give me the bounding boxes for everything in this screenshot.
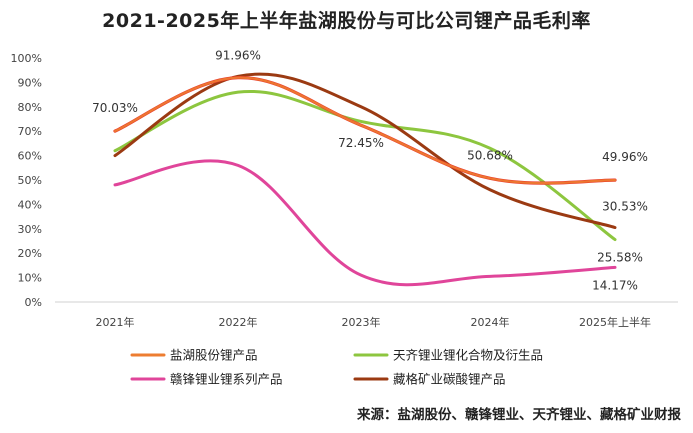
series-line <box>113 159 617 287</box>
legend-label: 天齐锂业锂化合物及衍生品 <box>393 348 543 363</box>
data-label: 49.96% <box>602 150 648 164</box>
y-tick-label: 70% <box>18 125 42 138</box>
series-line <box>113 72 617 230</box>
y-tick-label: 80% <box>18 101 42 114</box>
data-label: 91.96% <box>215 49 261 63</box>
x-tick-label: 2024年 <box>471 315 510 329</box>
y-tick-label: 0% <box>25 296 42 309</box>
y-tick-label: 50% <box>18 174 42 187</box>
legend-label: 藏格矿业碳酸锂产品 <box>393 372 506 387</box>
series-line <box>113 76 617 185</box>
x-tick-label: 2025年上半年 <box>579 315 651 329</box>
series-line <box>113 89 617 242</box>
series-line <box>113 76 617 185</box>
y-tick-label: 90% <box>18 76 42 89</box>
chart-title: 2021-2025年上半年盐湖股份与可比公司锂产品毛利率 <box>102 10 591 32</box>
y-tick-label: 10% <box>18 272 42 285</box>
data-label: 25.58% <box>597 251 643 265</box>
legend-label: 盐湖股份锂产品 <box>170 348 258 363</box>
y-tick-label: 30% <box>18 223 42 236</box>
x-tick-label: 2022年 <box>219 315 258 329</box>
legend-label: 赣锋锂业锂系列产品 <box>170 372 283 387</box>
data-label: 14.17% <box>592 278 638 292</box>
y-tick-label: 100% <box>11 52 42 65</box>
data-labels: 70.03% 91.96% 72.45% 50.68% 49.96% 25.58% 14.1… <box>92 49 648 293</box>
data-label: 70.03% <box>92 101 138 115</box>
data-label: 50.68% <box>467 148 513 162</box>
series-lines <box>113 72 617 287</box>
data-label: 30.53% <box>602 200 648 214</box>
source-note: 来源：盐湖股份、赣锋锂业、天齐锂业、藏格矿业财报 <box>357 407 681 423</box>
x-tick-label: 2023年 <box>342 315 381 329</box>
x-axis: 2021年 2022年 2023年 2024年 2025年上半年 <box>55 301 678 329</box>
data-label: 72.45% <box>338 136 384 150</box>
y-tick-label: 40% <box>18 198 42 211</box>
x-tick-label: 2021年 <box>96 315 135 329</box>
y-tick-label: 60% <box>18 150 42 163</box>
y-axis: 0% 10% 20% 30% 40% 50% 60% 70% 80% 90% 100% <box>11 52 42 309</box>
y-tick-label: 20% <box>18 247 42 260</box>
